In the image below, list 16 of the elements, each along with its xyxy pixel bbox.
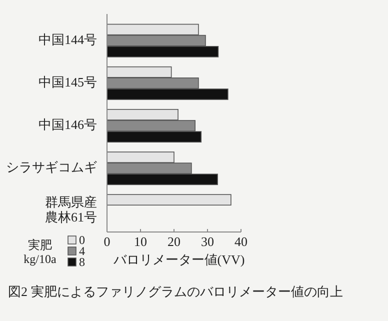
- y-tick-label: シラサギコムギ: [6, 160, 97, 175]
- bar: [106, 194, 232, 206]
- x-tick-label: 40: [234, 234, 248, 249]
- x-tick-label: 30: [201, 234, 214, 249]
- x-tick-label: 10: [134, 234, 147, 249]
- x-tick-label: 20: [168, 234, 180, 249]
- text: 図2 実肥によるファリノグラムのバロリメーター値の向上: [8, 284, 343, 299]
- x-tick-label: 0: [104, 234, 110, 249]
- legend-label: 4: [79, 244, 85, 258]
- y-tick-label: 群馬県産農林61号: [45, 194, 97, 225]
- x-axis-title: バロリメーター値(VV): [112, 252, 245, 267]
- legend-title: 実肥 kg/10a: [24, 238, 57, 266]
- legend-label: 8: [79, 255, 85, 269]
- y-tick-label: 中国146号: [38, 116, 97, 132]
- y-tick-label: 中国144号: [38, 32, 97, 47]
- y-tick-label: 中国145号: [38, 74, 97, 90]
